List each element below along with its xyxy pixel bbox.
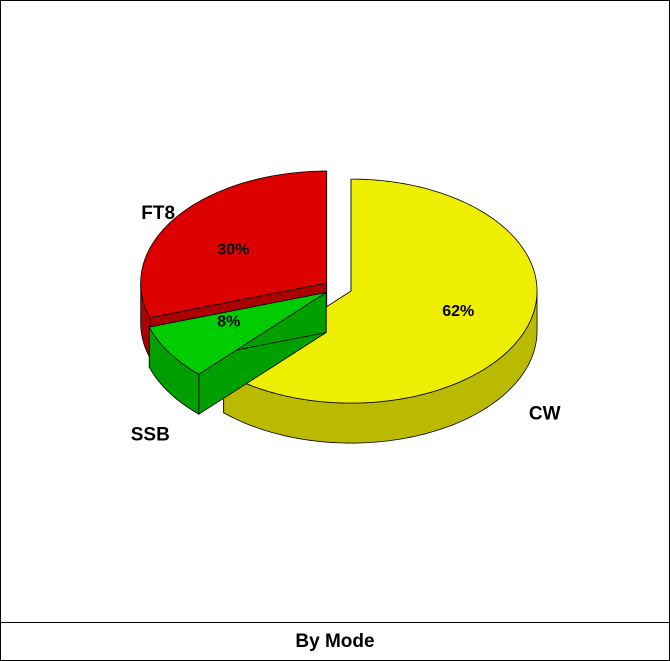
slice [140,170,328,319]
legend-label: CW [529,403,561,424]
data-label: 62% [442,303,474,320]
pie [140,170,538,444]
slice [148,292,327,375]
data-label: 30% [217,241,249,258]
chart-title: By Mode [295,631,374,652]
legend-label: FT8 [141,203,175,224]
data-label: 8% [217,314,240,331]
legend-label: SSB [131,425,170,446]
